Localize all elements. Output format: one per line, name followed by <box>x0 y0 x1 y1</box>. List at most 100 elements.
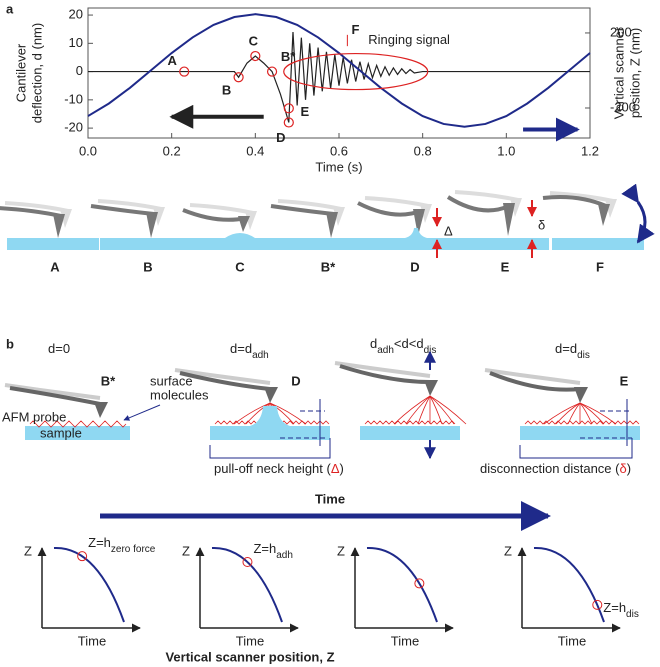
stretched-molecule <box>269 402 307 425</box>
state-label: D <box>410 259 419 274</box>
neck <box>250 406 290 426</box>
annotation-point <box>266 66 278 77</box>
y-label: Z <box>504 543 512 558</box>
y2-tick-label: 200 <box>610 24 632 39</box>
annotation-point <box>283 117 294 128</box>
x-label: Time <box>236 633 264 648</box>
molecules <box>29 420 127 428</box>
text-part: pull-off neck height ( <box>214 461 331 476</box>
x-tick-label: 0.6 <box>330 143 348 158</box>
text-part: Z=h <box>603 600 626 615</box>
tip <box>94 402 108 418</box>
annotation-point <box>250 50 261 62</box>
cantilever <box>4 383 101 400</box>
stretched-molecule <box>579 402 605 425</box>
position-marker <box>414 578 425 589</box>
text-part: zero force <box>111 544 156 555</box>
y-tick-label: 0 <box>76 63 83 78</box>
surface-molecules: molecules <box>150 387 209 402</box>
sample <box>360 426 460 440</box>
ringing-ellipse <box>283 52 429 91</box>
stretched-molecule <box>233 402 271 425</box>
state-label: A <box>50 259 60 274</box>
time-label: Time <box>315 491 345 506</box>
sample <box>367 238 459 250</box>
sample <box>7 238 99 250</box>
y2-tick-label: -200 <box>610 99 636 114</box>
state-label: F <box>596 259 604 274</box>
text-part: d=d <box>230 341 252 356</box>
panel-label: b <box>6 336 14 351</box>
annotation-label: B <box>222 83 231 98</box>
y-tick-label: 20 <box>69 7 83 22</box>
stretched-molecule <box>393 395 431 425</box>
annotation-label: B* <box>281 49 296 64</box>
annotation-point <box>179 66 190 77</box>
ringing-label: Ringing signal <box>368 32 450 47</box>
text-part: Z=h <box>253 541 276 556</box>
cantilever <box>334 361 431 378</box>
stretched-molecule <box>579 402 617 425</box>
y-label: Z <box>182 543 190 558</box>
tip <box>424 380 438 396</box>
scanner-curve <box>533 546 605 623</box>
x-tick-label: 0.2 <box>163 143 181 158</box>
x-tick-label: 0.4 <box>246 143 264 158</box>
tip <box>333 207 345 226</box>
text-part: ) <box>627 461 631 476</box>
cantilever <box>174 368 271 385</box>
text-part: d=d <box>555 341 577 356</box>
annotation-label: D <box>276 130 285 145</box>
cantilever <box>189 203 254 215</box>
annotation-point <box>283 103 294 114</box>
position-marker <box>242 556 253 567</box>
annotation-point <box>233 72 244 83</box>
position-label: Z=hzero force <box>88 536 156 556</box>
text-part: dis <box>626 609 639 620</box>
callout <box>209 438 331 459</box>
sample <box>457 238 549 250</box>
y-tick-label: -20 <box>64 120 83 135</box>
x-tick-label: 0.0 <box>79 143 97 158</box>
state-letter: E <box>620 373 629 388</box>
small-delta: δ <box>538 217 545 232</box>
molecules <box>364 420 456 425</box>
state-label: B <box>143 259 152 274</box>
text-part: <d<d <box>394 336 424 351</box>
sample <box>100 238 192 250</box>
state-letter: B* <box>101 373 116 388</box>
stretched-molecule <box>269 402 295 425</box>
tip <box>420 204 432 223</box>
afm-probe: AFM probe <box>2 409 66 424</box>
annotation-label: A <box>168 53 178 68</box>
surface-molecules: surface <box>150 373 193 388</box>
state-condition: d=0 <box>48 341 70 356</box>
callout <box>519 438 633 459</box>
tip <box>264 387 278 403</box>
state-label: B* <box>321 259 336 274</box>
scanner-curve <box>53 546 125 623</box>
text-part: δ <box>619 461 626 476</box>
tip <box>598 204 610 226</box>
annotation-label: E <box>300 104 309 119</box>
tip <box>413 209 425 236</box>
stretched-molecule <box>405 395 431 425</box>
tip <box>238 216 250 232</box>
state-label: C <box>235 259 245 274</box>
cantilever <box>489 371 581 392</box>
scanner-curve <box>366 546 438 623</box>
sample <box>520 426 640 440</box>
ringing-letter: F <box>352 22 360 37</box>
y-tick-label: 10 <box>69 35 83 50</box>
cantilever <box>542 195 607 208</box>
text-part: dis <box>577 350 590 361</box>
position-label: Z=hdis <box>603 600 639 620</box>
oscillation-arrow <box>621 183 655 244</box>
y-label: Z <box>337 543 345 558</box>
tip <box>574 387 588 403</box>
stretched-molecule <box>555 402 581 425</box>
stretched-molecule <box>543 402 581 425</box>
sample <box>25 426 130 440</box>
y-tick-label: -10 <box>64 91 83 106</box>
